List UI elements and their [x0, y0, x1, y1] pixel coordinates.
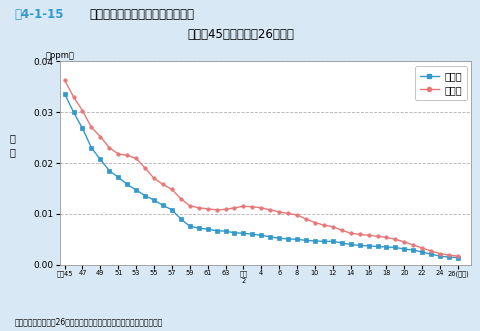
- Text: 図4-1-15: 図4-1-15: [14, 8, 64, 21]
- Text: 資料：環境省「平成26年度大気汚染状況について（報道発表資料）」: 資料：環境省「平成26年度大気汚染状況について（報道発表資料）」: [14, 317, 162, 326]
- Text: 濃
度: 濃 度: [9, 134, 15, 158]
- Text: （昭和45年度～平成26年度）: （昭和45年度～平成26年度）: [187, 28, 293, 41]
- Legend: 一般局, 自排局: 一般局, 自排局: [414, 66, 466, 100]
- Text: （ppm）: （ppm）: [46, 51, 74, 60]
- Text: 二酸化硫黄濃度の年平均値の推移: 二酸化硫黄濃度の年平均値の推移: [89, 8, 193, 21]
